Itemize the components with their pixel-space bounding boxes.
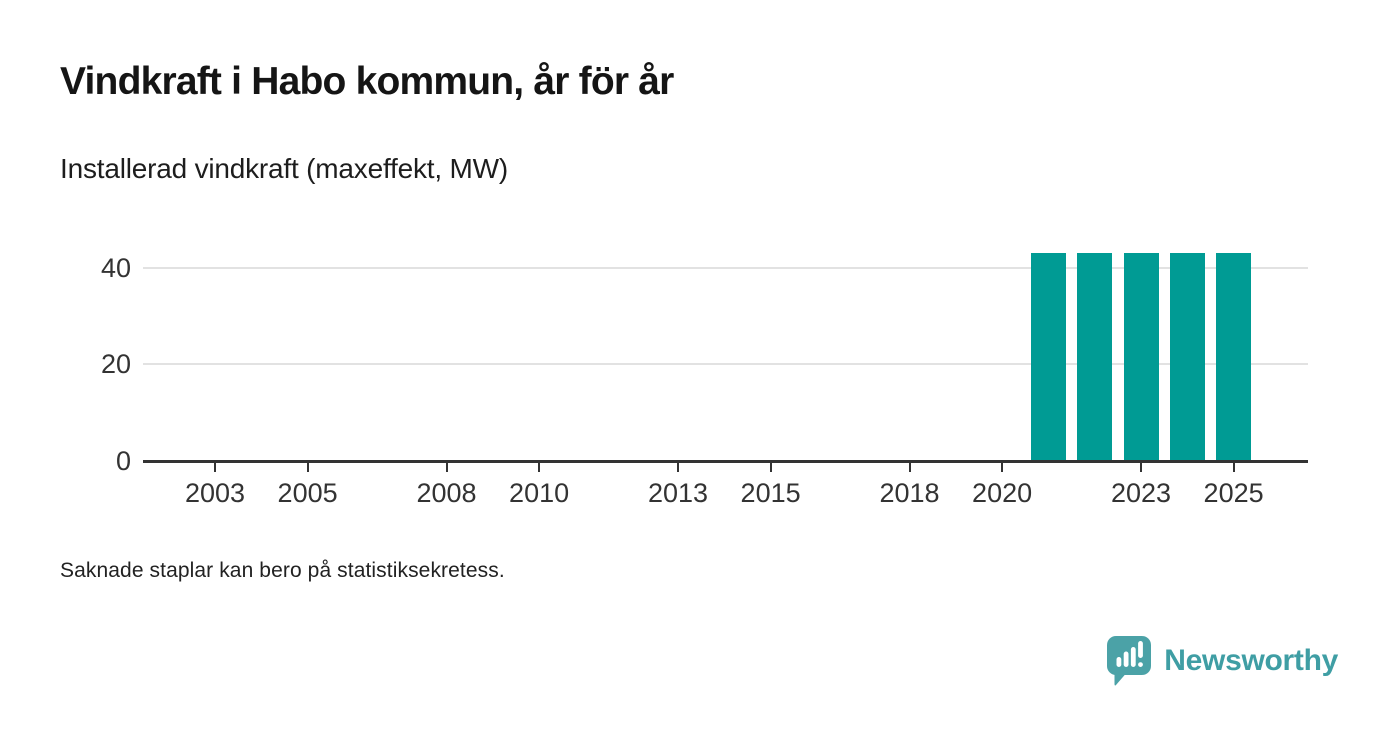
- chart-title: Vindkraft i Habo kommun, år för år: [60, 60, 674, 103]
- y-axis-label-0: 0: [115, 446, 131, 476]
- x-axis-label-2003: 2003: [184, 478, 246, 508]
- bar-2022: [1077, 253, 1113, 461]
- x-axis-label-2025: 2025: [1203, 478, 1264, 508]
- newsworthy-logo: Newsworthy: [1105, 634, 1338, 687]
- x-axis-label-2013: 2013: [647, 478, 709, 508]
- x-axis-tick-2020: [1001, 463, 1004, 472]
- chart-subtitle: Installerad vindkraft (maxeffekt, MW): [60, 153, 508, 184]
- footnote: Saknade staplar kan bero på statistiksek…: [60, 559, 505, 582]
- x-axis-tick-2003: [214, 463, 216, 472]
- x-axis-label-2008: 2008: [416, 478, 477, 508]
- bar-2025: [1216, 253, 1252, 461]
- x-axis-label-2020: 2020: [972, 478, 1033, 508]
- y-axis-label-40: 40: [100, 252, 131, 283]
- x-axis-tick-2013: [677, 463, 679, 472]
- x-axis-tick-2015: [769, 463, 772, 472]
- bar-2021: [1030, 253, 1066, 461]
- x-axis-label-2005: 2005: [277, 478, 338, 508]
- newsworthy-logo-icon: [1105, 634, 1153, 687]
- x-axis-tick-2023: [1140, 463, 1142, 472]
- gridline-20: [143, 363, 1308, 366]
- x-axis-label-2018: 2018: [879, 478, 940, 508]
- x-axis-tick-2010: [538, 463, 541, 472]
- x-axis-label-2023: 2023: [1110, 478, 1172, 508]
- newsworthy-logo-text: Newsworthy: [1164, 643, 1338, 677]
- bar-2024: [1169, 253, 1205, 461]
- x-axis-tick-2008: [445, 463, 448, 472]
- gridline-40: [143, 266, 1308, 269]
- bar-2023: [1123, 253, 1159, 461]
- x-axis-tick-2005: [306, 463, 309, 472]
- x-axis-tick-2025: [1232, 463, 1235, 472]
- x-axis-tick-2018: [908, 463, 911, 472]
- y-axis-label-20: 20: [100, 349, 131, 380]
- x-axis-label-2010: 2010: [509, 478, 570, 508]
- x-axis-line: [143, 459, 1308, 463]
- x-axis-label-2015: 2015: [740, 478, 801, 508]
